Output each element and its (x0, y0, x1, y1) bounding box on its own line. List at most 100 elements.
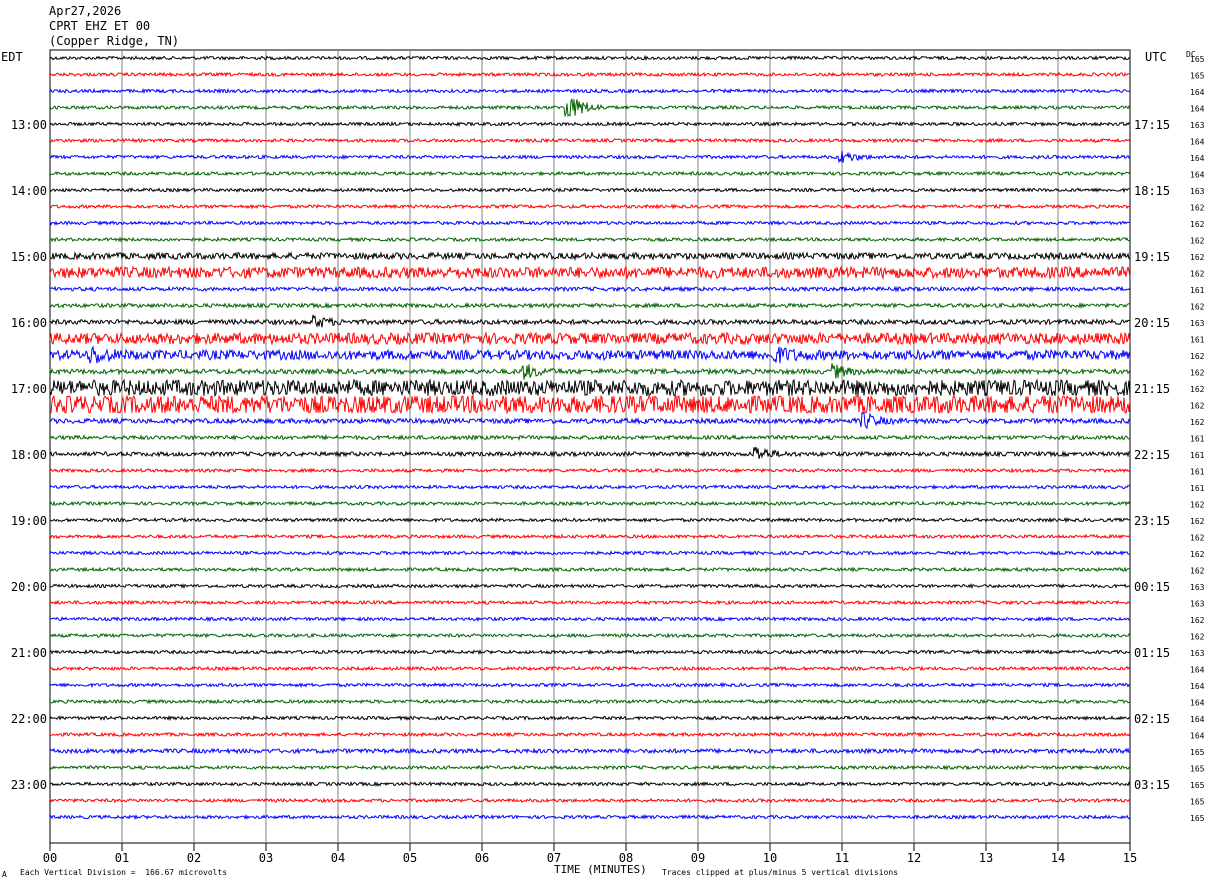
left-hour-label: 14:00 (11, 184, 47, 198)
trace-line (49, 681, 1131, 689)
trace-line (49, 251, 1131, 262)
left-hour-label: 19:00 (11, 514, 47, 528)
trace-line (49, 583, 1131, 590)
trace-line (49, 186, 1130, 194)
left-timezone-label: EDT (1, 50, 23, 64)
trace-line (49, 236, 1131, 243)
dc-offset-label: 164 (1190, 715, 1205, 724)
dc-label: DC (1186, 50, 1196, 59)
left-hour-label: 16:00 (11, 316, 47, 330)
x-tick-label: 13 (979, 851, 993, 865)
right-hour-label: 23:15 (1134, 514, 1170, 528)
dc-offset-label: 162 (1190, 418, 1205, 427)
trace-line (49, 446, 1131, 459)
left-hour-label: 23:00 (11, 778, 47, 792)
dc-offset-label: 164 (1190, 682, 1205, 691)
trace-line (49, 314, 1131, 328)
trace-line (49, 378, 1131, 398)
x-tick-label: 05 (403, 851, 417, 865)
dc-offset-label: 165 (1190, 72, 1205, 81)
x-tick-label: 03 (259, 851, 273, 865)
dc-offset-label: 163 (1190, 187, 1205, 196)
dc-offset-label: 163 (1190, 319, 1205, 328)
trace-line (49, 363, 1131, 380)
x-tick-label: 04 (331, 851, 345, 865)
trace-line (49, 599, 1131, 606)
clip-note: Traces clipped at plus/minus 5 vertical … (662, 868, 899, 877)
trace-line (49, 483, 1131, 491)
dc-offset-label: 161 (1190, 336, 1205, 345)
trace-line (49, 549, 1130, 557)
trace-line (49, 219, 1131, 226)
x-tick-label: 00 (43, 851, 57, 865)
dc-offset-label: 162 (1190, 616, 1205, 625)
dc-offset-label: 162 (1190, 303, 1205, 312)
trace-line (49, 780, 1131, 788)
trace-line (49, 394, 1131, 415)
dc-offset-label: 161 (1190, 451, 1205, 460)
dc-offset-label: 162 (1190, 534, 1205, 543)
left-hour-label: 17:00 (11, 382, 47, 396)
dc-offset-label: 162 (1190, 369, 1205, 378)
trace-line (49, 500, 1131, 507)
dc-offset-label: 162 (1190, 550, 1205, 559)
trace-line (49, 632, 1131, 639)
dc-offset-label: 161 (1190, 435, 1205, 444)
x-tick-label: 14 (1051, 851, 1065, 865)
right-hour-label: 17:15 (1134, 118, 1170, 132)
right-hour-label: 20:15 (1134, 316, 1170, 330)
trace-line (49, 71, 1131, 78)
date-label: Apr27,2026 (49, 4, 122, 18)
left-hour-label: 13:00 (11, 118, 47, 132)
dc-offset-label: 162 (1190, 567, 1205, 576)
trace-line (49, 345, 1131, 364)
trace-line (49, 566, 1131, 573)
location-label: (Copper Ridge, TN) (49, 34, 180, 48)
left-hour-label: 18:00 (11, 448, 47, 462)
dc-offset-label: 162 (1190, 253, 1205, 262)
dc-offset-label: 164 (1190, 88, 1205, 97)
dc-offset-label: 162 (1190, 633, 1205, 642)
right-hour-label: 00:15 (1134, 580, 1170, 594)
trace-line (49, 764, 1131, 771)
station-label: CPRT EHZ ET 00 (49, 19, 151, 33)
trace-line (49, 467, 1131, 474)
trace-line (49, 665, 1131, 672)
dc-offset-label: 162 (1190, 352, 1205, 361)
corner-mark: A (2, 870, 7, 879)
dc-offset-label: 164 (1190, 171, 1205, 180)
dc-offset-label: 165 (1190, 765, 1205, 774)
left-hour-label: 22:00 (11, 712, 47, 726)
trace-line (49, 203, 1131, 210)
trace-line (49, 97, 1131, 118)
dc-offset-label: 164 (1190, 105, 1205, 114)
dc-offset-label: 161 (1190, 286, 1205, 295)
trace-line (49, 265, 1131, 280)
trace-line (49, 150, 1131, 164)
x-tick-label: 15 (1123, 851, 1137, 865)
dc-offset-label: 163 (1190, 121, 1205, 130)
x-axis-label: TIME (MINUTES) (554, 863, 647, 876)
trace-line (49, 433, 1131, 442)
dc-offset-label: 165 (1190, 798, 1205, 807)
trace-line (49, 285, 1131, 293)
trace-line (49, 412, 1131, 430)
dc-offset-label: 164 (1190, 154, 1205, 163)
x-tick-label: 07 (547, 851, 561, 865)
dc-offset-label: 164 (1190, 138, 1205, 147)
dc-offset-label: 163 (1190, 600, 1205, 609)
dc-offset-label: 164 (1190, 699, 1205, 708)
dc-offset-label: 162 (1190, 402, 1205, 411)
trace-line (49, 747, 1131, 755)
left-hour-label: 15:00 (11, 250, 47, 264)
right-hour-label: 02:15 (1134, 712, 1170, 726)
dc-offset-label: 161 (1190, 468, 1205, 477)
trace-line (49, 516, 1131, 524)
dc-offset-label: 162 (1190, 270, 1205, 279)
right-hour-label: 19:15 (1134, 250, 1170, 264)
trace-line (49, 331, 1131, 346)
trace-line (49, 714, 1131, 722)
x-tick-label: 12 (907, 851, 921, 865)
dc-offset-label: 165 (1190, 781, 1205, 790)
